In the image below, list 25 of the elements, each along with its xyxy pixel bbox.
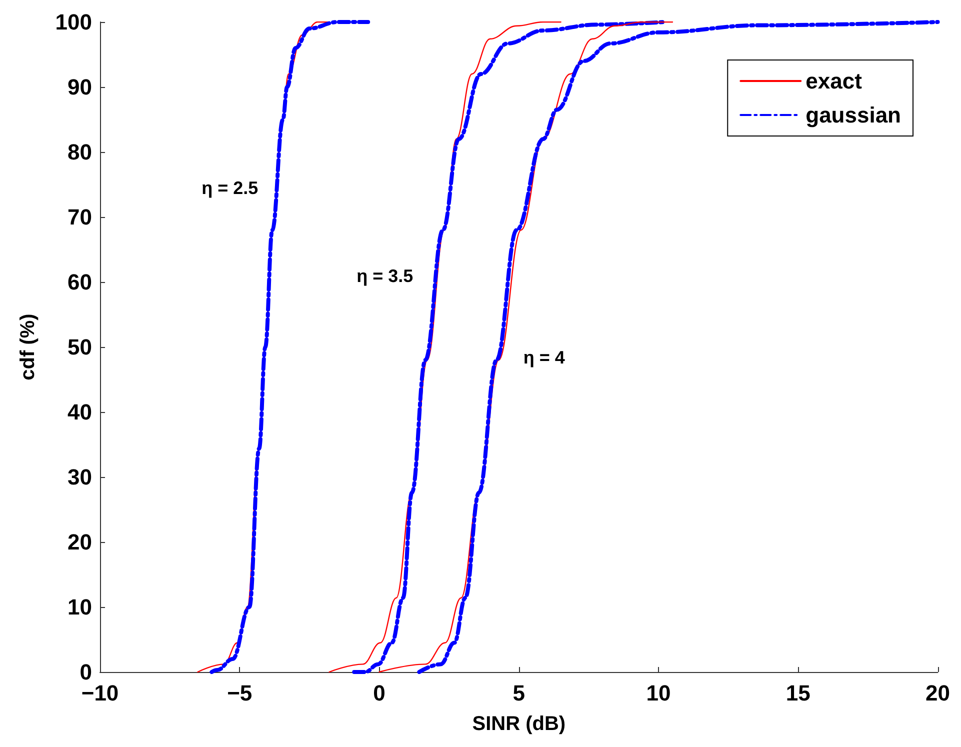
y-tick-label: 80 xyxy=(68,140,92,164)
y-tick-label: 90 xyxy=(68,74,92,100)
y-tick-label: 20 xyxy=(68,530,92,554)
y-tick-label: 100 xyxy=(55,10,92,34)
x-tick-label: −5 xyxy=(227,680,252,706)
x-tick-label: 0 xyxy=(373,680,386,706)
line-series xyxy=(210,20,370,674)
y-axis-title: cdf (%) xyxy=(17,314,39,380)
x-tick-label: 5 xyxy=(512,680,526,706)
y-tick-label: 10 xyxy=(68,594,92,620)
x-axis-title: SINR (dB) xyxy=(472,713,566,735)
annotation: η = 3.5 xyxy=(356,266,414,286)
legend-label: gaussian xyxy=(806,102,902,128)
x-tick-label: 15 xyxy=(786,680,810,706)
y-tick-label: 60 xyxy=(68,270,92,294)
y-tick-label: 50 xyxy=(68,334,92,360)
x-tick-label: 10 xyxy=(646,680,671,706)
annotation: η = 4 xyxy=(523,347,565,368)
annotation: η = 2.5 xyxy=(202,178,258,198)
line-series xyxy=(417,20,940,674)
y-tick-label: 70 xyxy=(68,204,92,230)
y-tick-label: 40 xyxy=(68,400,92,424)
y-tick-label: 30 xyxy=(68,464,92,490)
legend-label: exact xyxy=(806,68,863,94)
x-tick-label: 20 xyxy=(926,680,950,706)
